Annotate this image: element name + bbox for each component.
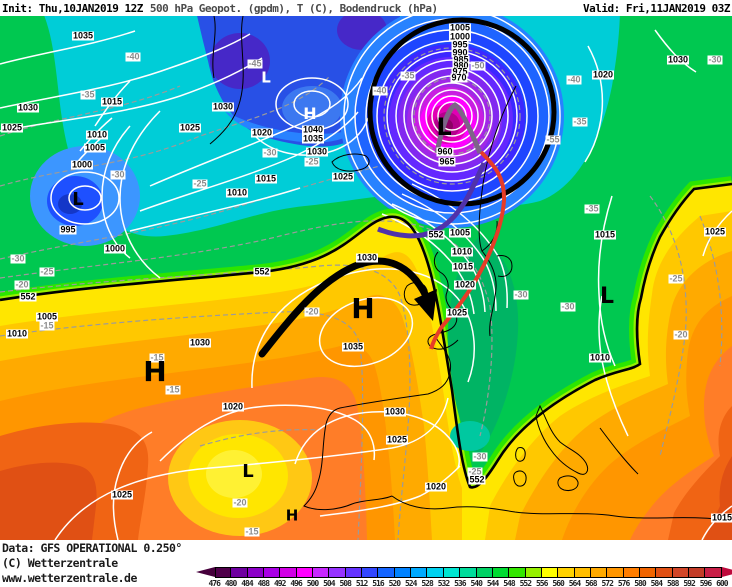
map-area: 1035 1030 1025 1015 1010 1005 1000 995 1000 1005 1… [0, 16, 732, 540]
isobar-layer [0, 16, 732, 540]
colorbar-tick-564: 564 [568, 579, 581, 587]
colorbar-tick-480: 480 [224, 579, 237, 587]
colorbar-tick-504: 504 [323, 579, 335, 587]
front-line-blue [377, 161, 487, 239]
colorbar-cell-544 [492, 567, 510, 578]
colorbar-cell-564 [574, 567, 591, 578]
colorbar-tick-588: 588 [666, 579, 679, 587]
colorbar-tick-568: 568 [585, 579, 597, 587]
colorbar-tick-532: 532 [437, 579, 450, 587]
colorbar-tick-500: 500 [306, 579, 319, 587]
colorbar-tick-552: 552 [519, 579, 532, 587]
colorbar-tick-596: 596 [699, 579, 712, 587]
colorbar-cell-524 [411, 567, 428, 578]
contour-552-line [0, 182, 732, 489]
colorbar-cell-540 [476, 567, 493, 578]
colorbar-cell-504 [329, 567, 346, 578]
colorbar-above-range-arrow [722, 567, 732, 577]
colorbar-tick-528: 528 [421, 579, 433, 587]
colorbar-cell-552 [525, 567, 542, 578]
colorbar-scale-labels: 476 480 484 488 492 496 500 504 508 512 516 520 524 5… [206, 579, 730, 587]
colorbar-cell-536 [460, 567, 477, 578]
colorbar-cell-484 [247, 567, 265, 578]
copyright-label: (C) Wetterzentrale [2, 556, 118, 570]
colorbar-cell-576 [623, 567, 640, 578]
weather-map-svg [0, 16, 732, 540]
parameters-label: 500 hPa Geopot. (gpdm), T (C), Bodendruc… [149, 1, 438, 15]
footer-bar: Data: GFS OPERATIONAL 0.250° (C) Wetterz… [0, 540, 732, 587]
colorbar-cell-476 [215, 567, 232, 578]
colorbar-tick-600: 600 [716, 579, 728, 587]
colorbar-tick-584: 584 [650, 579, 663, 587]
colorbar-cell-520 [394, 567, 412, 578]
colorbar-cell-588 [672, 567, 689, 578]
data-source-label: Data: GFS OPERATIONAL 0.250° [2, 541, 182, 555]
colorbar-cell-532 [443, 567, 461, 578]
colorbar-tick-576: 576 [617, 579, 630, 587]
colorbar-cell-560 [558, 567, 575, 578]
colorbar-tick-516: 516 [372, 579, 384, 587]
colorbar-cell-548 [509, 567, 526, 578]
colorbar-tick-548: 548 [503, 579, 515, 587]
colorbar-cell-516 [378, 567, 395, 578]
colorbar-tick-520: 520 [388, 579, 401, 587]
colorbar-cell-584 [656, 567, 673, 578]
colorbar-cell-508 [345, 567, 363, 578]
colorbar-cell-512 [362, 567, 379, 578]
credits-text: Data: GFS OPERATIONAL 0.250° (C) Wetterz… [2, 541, 182, 586]
title-bar: Init: Thu,10JAN2019 12Z 500 hPa Geopot. … [0, 0, 732, 16]
colorbar-tick-512: 512 [355, 579, 368, 587]
colorbar-tick-488: 488 [257, 579, 270, 587]
colorbar-tick-484: 484 [241, 579, 253, 587]
colorbar-tick-572: 572 [601, 579, 613, 587]
colorbar-tick-556: 556 [535, 579, 548, 587]
front-line-red [429, 150, 507, 350]
colorbar-cell-528 [427, 567, 444, 578]
colorbar-cell-568 [590, 567, 608, 578]
colorbar-cell-500 [313, 567, 330, 578]
colorbar-tick-580: 580 [634, 579, 646, 587]
colorbar-cell-480 [231, 567, 248, 578]
flow-arrow-head [414, 289, 437, 321]
colorbar-cell-572 [607, 567, 624, 578]
colorbar-tick-540: 540 [470, 579, 482, 587]
geopotential-fill-layer [0, 16, 732, 540]
colorbar-tick-544: 544 [486, 579, 499, 587]
colorbar-tick-476: 476 [208, 579, 220, 587]
init-time-label: Init: Thu,10JAN2019 12Z [2, 1, 143, 15]
website-label: www.wetterzentrale.de [2, 571, 137, 585]
annotation-layer [258, 17, 557, 358]
colorbar-tick-592: 592 [683, 579, 695, 587]
colorbar-cell-580 [639, 567, 657, 578]
colorbar-cell-596 [705, 567, 722, 578]
colorbar-cell-592 [688, 567, 706, 578]
colorbar-cell-496 [296, 567, 314, 578]
colorbar-cell-488 [264, 567, 281, 578]
trough-arch [434, 102, 483, 154]
colorbar-tick-560: 560 [552, 579, 564, 587]
colorbar [215, 567, 722, 578]
colorbar-tick-524: 524 [404, 579, 417, 587]
colorbar-tick-496: 496 [290, 579, 302, 587]
colorbar-tick-492: 492 [273, 579, 286, 587]
flow-arrow [258, 257, 430, 358]
colorbar-tick-508: 508 [339, 579, 351, 587]
colorbar-below-range-arrow [196, 567, 215, 577]
coastline-layer [209, 16, 732, 522]
colorbar-cell-492 [280, 567, 297, 578]
valid-time-label: Valid: Fri,11JAN2019 03Z [583, 1, 730, 15]
colorbar-cell-556 [541, 567, 559, 578]
colorbar-tick-536: 536 [454, 579, 466, 587]
